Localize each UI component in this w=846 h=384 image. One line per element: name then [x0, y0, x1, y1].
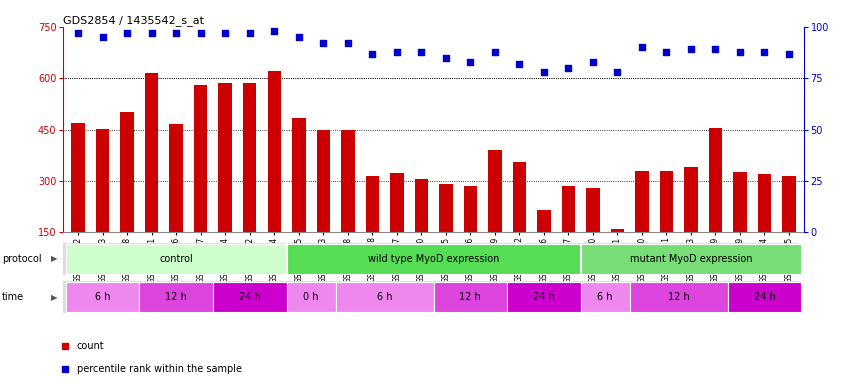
Bar	[267, 71, 281, 284]
Point	[439, 55, 453, 61]
Point	[341, 40, 354, 46]
Text: mutant MyoD expression: mutant MyoD expression	[629, 254, 752, 264]
Bar	[341, 129, 354, 284]
Point	[415, 48, 428, 55]
Bar	[194, 85, 207, 284]
Point	[169, 30, 183, 36]
Text: 12 h: 12 h	[667, 292, 689, 302]
Bar	[433, 282, 507, 312]
Text: 12 h: 12 h	[165, 292, 187, 302]
Bar	[580, 282, 629, 312]
Point	[586, 59, 600, 65]
Bar	[580, 244, 801, 274]
Point	[96, 34, 109, 40]
Text: 12 h: 12 h	[459, 292, 481, 302]
Bar	[287, 244, 580, 274]
Bar	[287, 282, 336, 312]
Point	[758, 48, 772, 55]
Bar	[635, 170, 649, 284]
Text: protocol: protocol	[2, 254, 41, 264]
Bar	[728, 282, 801, 312]
Point	[120, 30, 134, 36]
Point	[611, 69, 624, 75]
Bar	[66, 244, 287, 274]
Text: GDS2854 / 1435542_s_at: GDS2854 / 1435542_s_at	[63, 15, 205, 26]
Point	[194, 30, 207, 36]
Bar	[316, 129, 330, 284]
Bar	[96, 129, 109, 284]
Point	[513, 61, 526, 67]
Bar	[629, 282, 728, 312]
Point	[733, 48, 747, 55]
Text: time: time	[2, 292, 24, 302]
Bar	[562, 186, 575, 284]
Point	[71, 30, 85, 36]
Bar	[464, 186, 477, 284]
Bar	[488, 150, 502, 284]
Bar	[684, 167, 698, 284]
Text: ▶: ▶	[51, 254, 58, 263]
Text: count: count	[77, 341, 105, 351]
Bar	[586, 188, 600, 284]
Text: 6 h: 6 h	[597, 292, 613, 302]
Point	[488, 48, 502, 55]
Text: 0 h: 0 h	[303, 292, 319, 302]
Bar	[336, 282, 433, 312]
Point	[316, 40, 330, 46]
Point	[660, 48, 673, 55]
Bar	[365, 176, 379, 284]
Text: 6 h: 6 h	[95, 292, 111, 302]
Bar	[243, 83, 256, 284]
Point	[684, 46, 698, 53]
Bar	[660, 170, 673, 284]
Bar	[390, 173, 404, 284]
Point	[537, 69, 551, 75]
Text: control: control	[159, 254, 193, 264]
Bar	[213, 282, 287, 312]
Bar	[415, 179, 428, 284]
Bar	[733, 172, 747, 284]
Point	[292, 34, 305, 40]
Bar	[439, 184, 453, 284]
Bar	[66, 282, 140, 312]
Bar	[71, 123, 85, 284]
Bar	[611, 229, 624, 284]
Point	[390, 48, 404, 55]
Point	[562, 65, 575, 71]
Point	[243, 30, 256, 36]
Point	[709, 46, 722, 53]
Bar	[140, 282, 213, 312]
Bar	[169, 124, 183, 284]
Bar	[537, 210, 551, 284]
Text: 24 h: 24 h	[533, 292, 555, 302]
Point	[783, 51, 796, 57]
Point	[365, 51, 379, 57]
Text: wild type MyoD expression: wild type MyoD expression	[368, 254, 499, 264]
Point	[464, 59, 477, 65]
Point	[635, 44, 649, 50]
Bar	[120, 113, 134, 284]
Text: percentile rank within the sample: percentile rank within the sample	[77, 364, 242, 374]
Text: 24 h: 24 h	[239, 292, 261, 302]
Point	[218, 30, 232, 36]
Bar	[218, 83, 232, 284]
Text: 6 h: 6 h	[376, 292, 393, 302]
Bar	[507, 282, 580, 312]
Bar	[783, 176, 796, 284]
Text: 24 h: 24 h	[754, 292, 775, 302]
Text: ▶: ▶	[51, 293, 58, 302]
Bar	[709, 128, 722, 284]
Bar	[758, 174, 772, 284]
Bar	[145, 73, 158, 284]
Point	[267, 28, 281, 34]
Point	[145, 30, 158, 36]
Bar	[513, 162, 526, 284]
Bar	[292, 118, 305, 284]
